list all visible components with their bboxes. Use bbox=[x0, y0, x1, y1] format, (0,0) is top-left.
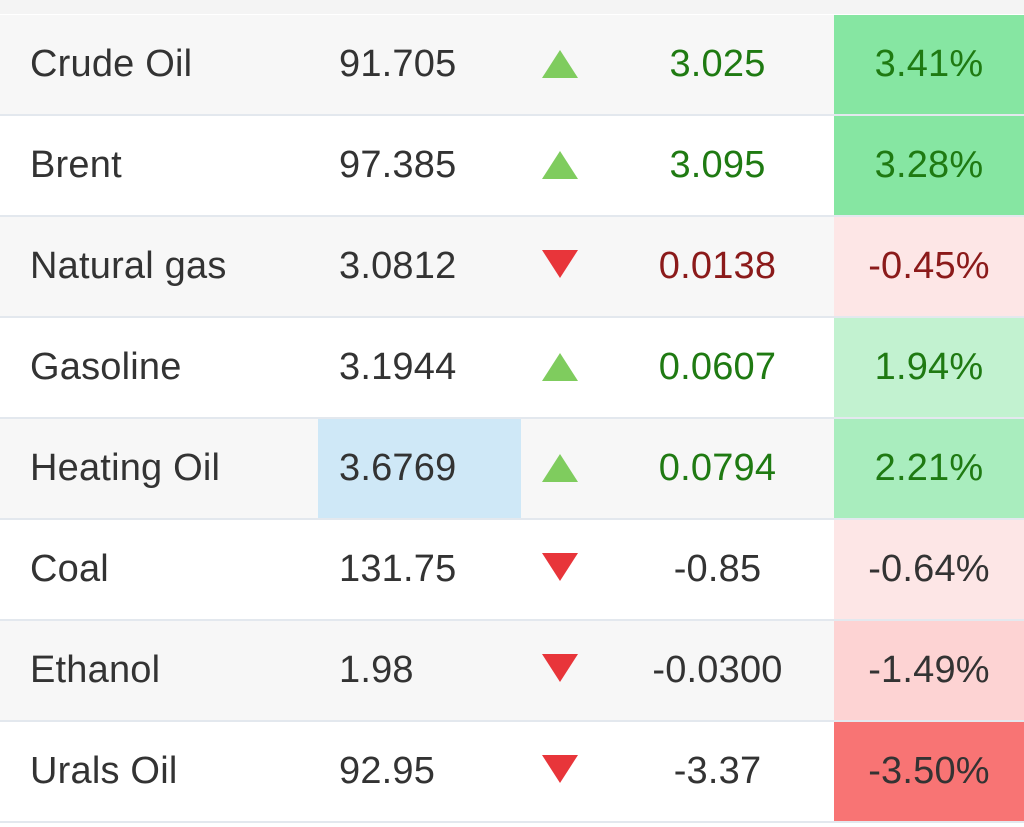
percent-change: 2.21% bbox=[834, 419, 1024, 518]
down-arrow-icon bbox=[521, 722, 601, 821]
table-row[interactable]: Urals Oil 92.95 -3.37 -3.50% bbox=[0, 722, 1024, 823]
down-arrow-icon bbox=[521, 621, 601, 720]
commodity-name[interactable]: Brent bbox=[30, 144, 122, 186]
commodity-name[interactable]: Ethanol bbox=[30, 649, 161, 691]
percent-change: 1.94% bbox=[834, 318, 1024, 417]
percent-change: -3.50% bbox=[834, 722, 1024, 821]
up-arrow-icon bbox=[521, 419, 601, 518]
commodity-name[interactable]: Crude Oil bbox=[30, 43, 193, 85]
change-value: 0.0607 bbox=[658, 346, 777, 388]
table-row[interactable]: Crude Oil 91.705 3.025 3.41% bbox=[0, 15, 1024, 116]
last-price: 92.95 bbox=[339, 750, 436, 792]
commodity-name[interactable]: Gasoline bbox=[30, 346, 182, 388]
last-price: 3.1944 bbox=[339, 346, 457, 388]
table-row[interactable]: Brent 97.385 3.095 3.28% bbox=[0, 116, 1024, 217]
up-arrow-icon bbox=[521, 116, 601, 215]
table-top-edge bbox=[0, 0, 1024, 14]
commodity-name[interactable]: Coal bbox=[30, 548, 109, 590]
change-value: 0.0138 bbox=[658, 245, 777, 287]
last-price: 97.385 bbox=[339, 144, 457, 186]
up-arrow-icon bbox=[521, 15, 601, 114]
commodity-name[interactable]: Heating Oil bbox=[30, 447, 221, 489]
change-value: 0.0794 bbox=[658, 447, 777, 489]
change-value: -0.0300 bbox=[652, 649, 783, 691]
percent-change: -1.49% bbox=[834, 621, 1024, 720]
change-value: 3.025 bbox=[669, 43, 766, 85]
table-row[interactable]: Natural gas 3.0812 0.0138 -0.45% bbox=[0, 217, 1024, 318]
table-row[interactable]: Ethanol 1.98 -0.0300 -1.49% bbox=[0, 621, 1024, 722]
percent-change: -0.64% bbox=[834, 520, 1024, 619]
change-value: -3.37 bbox=[673, 750, 762, 792]
last-price: 3.6769 bbox=[318, 419, 521, 518]
commodity-name[interactable]: Urals Oil bbox=[30, 750, 178, 792]
commodity-name[interactable]: Natural gas bbox=[30, 245, 227, 287]
last-price: 131.75 bbox=[339, 548, 457, 590]
percent-change: 3.41% bbox=[834, 15, 1024, 114]
down-arrow-icon bbox=[521, 520, 601, 619]
down-arrow-icon bbox=[521, 217, 601, 316]
table-row[interactable]: Coal 131.75 -0.85 -0.64% bbox=[0, 520, 1024, 621]
table-row[interactable]: Heating Oil 3.6769 0.0794 2.21% bbox=[0, 419, 1024, 520]
last-price: 91.705 bbox=[339, 43, 457, 85]
last-price: 1.98 bbox=[339, 649, 414, 691]
up-arrow-icon bbox=[521, 318, 601, 417]
percent-change: -0.45% bbox=[834, 217, 1024, 316]
percent-change: 3.28% bbox=[834, 116, 1024, 215]
change-value: 3.095 bbox=[669, 144, 766, 186]
last-price: 3.0812 bbox=[339, 245, 457, 287]
table-row[interactable]: Gasoline 3.1944 0.0607 1.94% bbox=[0, 318, 1024, 419]
change-value: -0.85 bbox=[673, 548, 762, 590]
